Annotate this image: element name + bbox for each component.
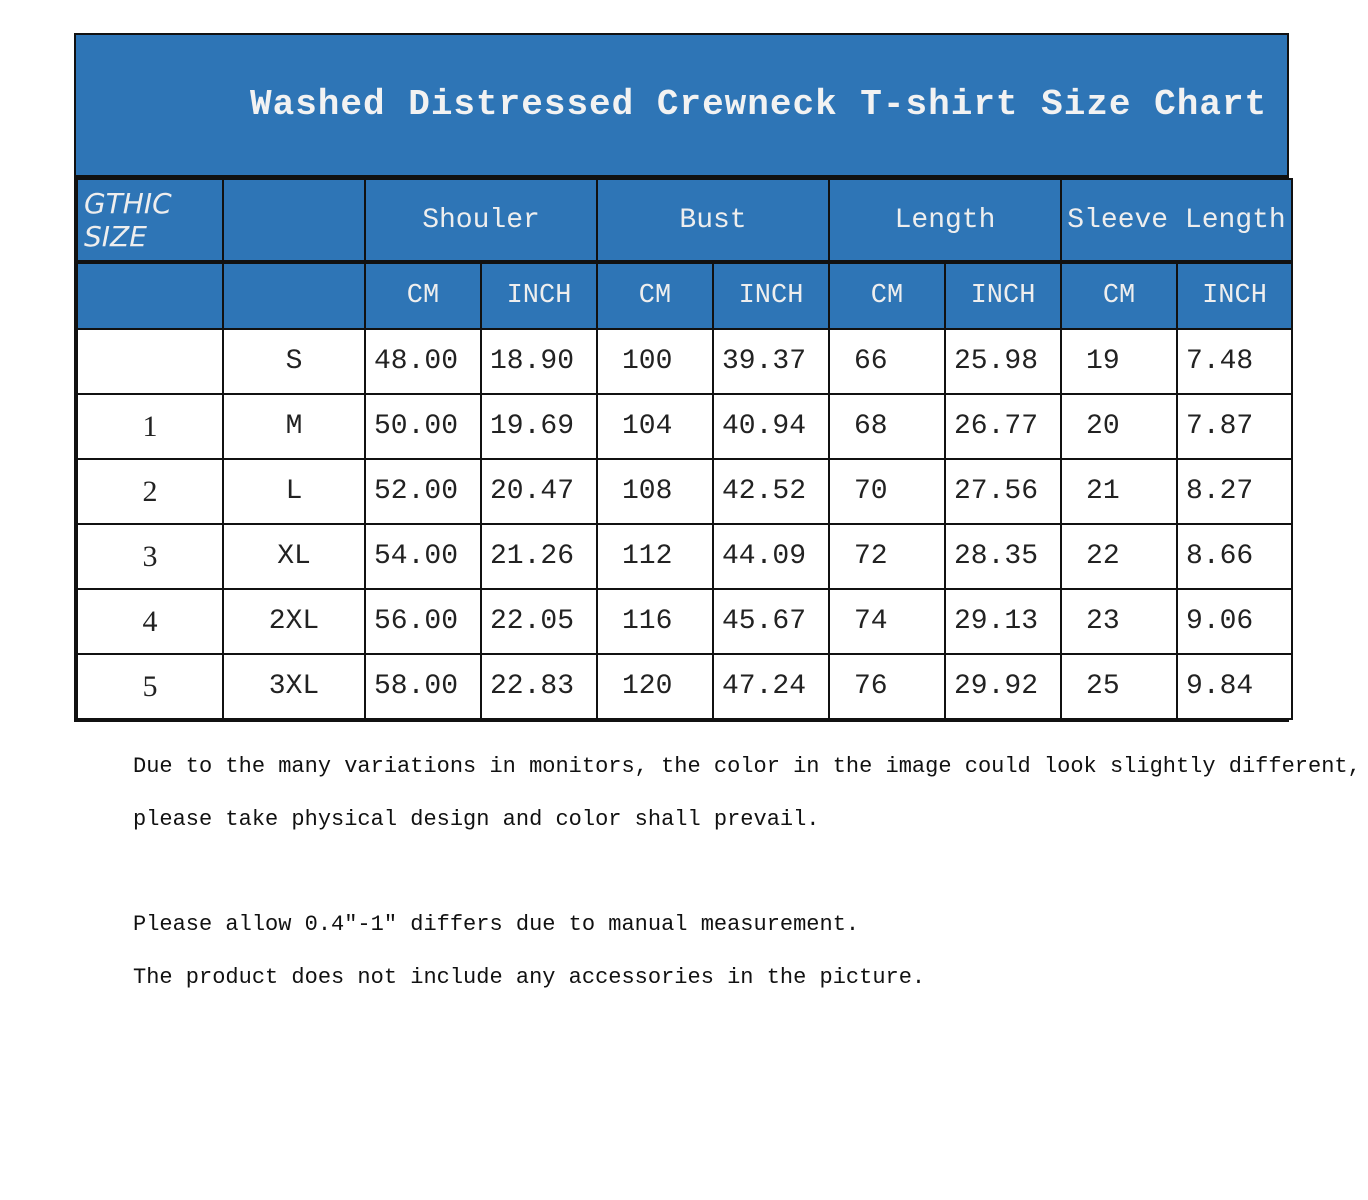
- measurement-cell: 104: [596, 393, 714, 460]
- table-row: 1 M 50.00 19.69 104 40.94 68 26.77 20 7.87: [76, 393, 1294, 460]
- row-number: 2: [76, 458, 224, 525]
- measurement-cell: 44.09: [712, 523, 830, 590]
- table-row: 5 3XL 58.00 22.83 120 47.24 76 29.92 25 9.84: [76, 653, 1294, 720]
- table-row: 4 2XL 56.00 22.05 116 45.67 74 29.13 23 9.06: [76, 588, 1294, 655]
- measurement-cell: 50.00: [364, 393, 482, 460]
- measurement-cell: 56.00: [364, 588, 482, 655]
- table-row: S 48.00 18.90 100 39.37 66 25.98 19 7.48: [76, 328, 1294, 395]
- measurement-cell: 54.00: [364, 523, 482, 590]
- size-chart: Washed Distressed Crewneck T-shirt Size …: [74, 33, 1294, 722]
- measurement-cell: 27.56: [943, 458, 1063, 525]
- row-number: 4: [76, 588, 224, 655]
- measurement-cell: 28.35: [943, 523, 1063, 590]
- measurement-cell: 108: [596, 458, 714, 525]
- row-number: 1: [76, 393, 224, 460]
- measurement-cell: 19: [1060, 328, 1179, 395]
- measurement-cell: 21: [1060, 458, 1179, 525]
- measurement-cell: 70: [828, 458, 946, 525]
- measurement-cell: 8.27: [1176, 458, 1294, 525]
- measurement-cell: 9.84: [1176, 653, 1294, 720]
- measurement-cell: 22.83: [480, 653, 598, 720]
- measurement-cell: 58.00: [364, 653, 482, 720]
- note-accessories: The product does not include any accesso…: [133, 965, 926, 990]
- measurement-cell: 22.05: [480, 588, 598, 655]
- measurement-cell: 25.98: [943, 328, 1063, 395]
- chart-title: Washed Distressed Crewneck T-shirt Size …: [76, 35, 1287, 178]
- header-sleeve-length: Sleeve Length: [1060, 178, 1294, 263]
- measurement-cell: 20.47: [480, 458, 598, 525]
- size-label: 3XL: [222, 653, 366, 720]
- table-row: 2 L 52.00 20.47 108 42.52 70 27.56 21 8.27: [76, 458, 1294, 525]
- unit-empty: [76, 261, 224, 330]
- measurement-cell: 40.94: [712, 393, 830, 460]
- measurement-cell: 7.48: [1176, 328, 1294, 395]
- unit-inch: INCH: [1176, 261, 1294, 330]
- measurement-cell: 9.06: [1176, 588, 1294, 655]
- note-color-prevail: please take physical design and color sh…: [133, 807, 820, 832]
- unit-inch: INCH: [712, 261, 830, 330]
- measurement-cell: 112: [596, 523, 714, 590]
- measurement-cell: 72: [828, 523, 946, 590]
- header-bust: Bust: [596, 178, 830, 263]
- size-label: M: [222, 393, 366, 460]
- size-label: XL: [222, 523, 366, 590]
- measurement-cell: 42.52: [712, 458, 830, 525]
- measurement-cell: 68: [828, 393, 946, 460]
- measurement-cell: 45.67: [712, 588, 830, 655]
- header-row: GTHIC SIZE Shouler Bust Length Sleeve Le…: [76, 178, 1294, 263]
- table-row: 3 XL 54.00 21.26 112 44.09 72 28.35 22 8.66: [76, 523, 1294, 590]
- measurement-cell: 74: [828, 588, 946, 655]
- unit-empty: [222, 261, 366, 330]
- measurement-cell: 120: [596, 653, 714, 720]
- measurement-cell: 25: [1060, 653, 1179, 720]
- header-length: Length: [827, 178, 1063, 263]
- measurement-cell: 18.90: [480, 328, 598, 395]
- row-number: 3: [76, 523, 224, 590]
- unit-inch: INCH: [480, 261, 598, 330]
- row-number: 5: [76, 653, 224, 720]
- size-label: S: [222, 328, 366, 395]
- unit-cm: CM: [596, 261, 714, 330]
- measurement-cell: 66: [828, 328, 946, 395]
- row-number: [76, 328, 224, 395]
- measurement-cell: 48.00: [364, 328, 482, 395]
- size-table: GTHIC SIZE Shouler Bust Length Sleeve Le…: [76, 178, 1294, 720]
- unit-cm: CM: [364, 261, 482, 330]
- unit-row: CM INCH CM INCH CM INCH CM INCH: [76, 261, 1294, 330]
- size-label: 2XL: [222, 588, 366, 655]
- measurement-cell: 7.87: [1176, 393, 1294, 460]
- measurement-cell: 22: [1060, 523, 1179, 590]
- measurement-cell: 39.37: [712, 328, 830, 395]
- measurement-cell: 26.77: [943, 393, 1063, 460]
- measurement-cell: 23: [1060, 588, 1179, 655]
- measurement-cell: 21.26: [480, 523, 598, 590]
- unit-cm: CM: [828, 261, 946, 330]
- measurement-cell: 29.92: [943, 653, 1063, 720]
- header-empty: [222, 178, 366, 263]
- measurement-cell: 76: [828, 653, 946, 720]
- note-measurement: Please allow 0.4"-1" differs due to manu…: [133, 912, 860, 937]
- measurement-cell: 8.66: [1176, 523, 1294, 590]
- header-shoulder: Shouler: [364, 178, 598, 263]
- measurement-cell: 47.24: [712, 653, 830, 720]
- gthic-size-label: GTHIC SIZE: [76, 178, 224, 263]
- unit-inch: INCH: [943, 261, 1063, 330]
- note-color-variation: Due to the many variations in monitors, …: [133, 754, 1361, 779]
- measurement-cell: 100: [596, 328, 714, 395]
- measurement-cell: 116: [596, 588, 714, 655]
- size-label: L: [222, 458, 366, 525]
- measurement-cell: 19.69: [480, 393, 598, 460]
- measurement-cell: 29.13: [943, 588, 1063, 655]
- measurement-cell: 52.00: [364, 458, 482, 525]
- measurement-cell: 20: [1060, 393, 1179, 460]
- unit-cm: CM: [1060, 261, 1179, 330]
